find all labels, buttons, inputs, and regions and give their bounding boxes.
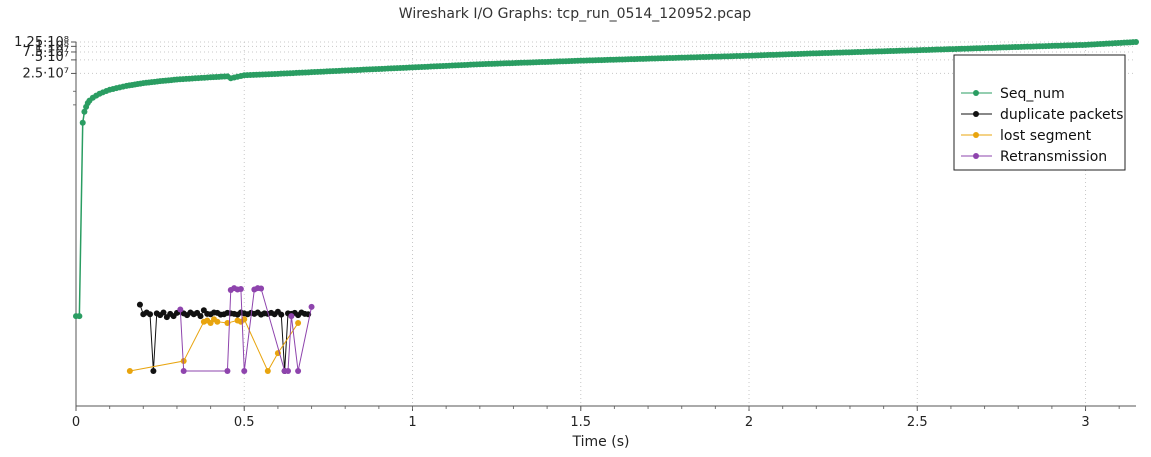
series-line xyxy=(179,287,313,372)
y-tick-label: 7.5·10⁷ xyxy=(22,45,69,60)
data-point xyxy=(237,286,244,293)
series-duplicate-packets xyxy=(136,301,312,375)
data-point xyxy=(180,368,187,375)
x-tick-label: 0 xyxy=(72,415,80,430)
data-point xyxy=(264,368,271,375)
legend-entry: duplicate packets xyxy=(961,107,1123,123)
data-point xyxy=(308,303,315,310)
data-point xyxy=(214,318,221,325)
data-point xyxy=(285,368,291,375)
data-point xyxy=(79,119,86,126)
data-point xyxy=(126,368,133,375)
data-point xyxy=(136,301,143,308)
x-tick-label: 2.5 xyxy=(907,415,928,430)
data-point xyxy=(224,368,231,375)
x-tick-label: 2 xyxy=(745,415,753,430)
legend-box xyxy=(953,54,1126,171)
legend-swatch-marker xyxy=(973,111,979,117)
data-point xyxy=(197,313,204,320)
series-seq-num xyxy=(73,39,1139,320)
data-point xyxy=(160,309,167,316)
legend-entry: lost segment xyxy=(961,128,1092,144)
x-tick-label: 1 xyxy=(408,415,416,430)
y-tick-label: 2.5·10⁷ xyxy=(22,66,69,81)
axes: 0 0.5 1 1.5 2 2.5 3 1.25·10⁸1·10⁸7.5·10⁷5·10⁷2.… xyxy=(14,35,1136,430)
x-tick-label: 0.5 xyxy=(234,415,255,430)
data-point xyxy=(278,311,285,318)
series-retransmission xyxy=(177,285,315,375)
y-tick-label: 1·10⁸ xyxy=(35,39,69,54)
x-axis-label: Time (s) xyxy=(572,434,630,450)
data-point xyxy=(258,285,265,292)
data-point xyxy=(81,108,88,115)
legend-swatch-marker xyxy=(973,153,979,159)
legend-entry: Retransmission xyxy=(961,149,1107,165)
legend: Seq_num duplicate packets lost segment Retr… xyxy=(953,54,1126,171)
data-point xyxy=(150,368,157,375)
data-point xyxy=(241,368,248,375)
data-point xyxy=(147,311,154,318)
data-point xyxy=(180,358,187,365)
data-point xyxy=(295,320,302,327)
legend-label: Retransmission xyxy=(1000,149,1107,165)
x-tick-label: 3 xyxy=(1081,415,1089,430)
chart-title: Wireshark I/O Graphs: tcp_run_0514_12095… xyxy=(399,6,752,22)
data-point xyxy=(295,368,302,375)
x-tick-label: 1.5 xyxy=(570,415,591,430)
legend-label: lost segment xyxy=(1000,128,1092,144)
y-tick-label: 5·10⁷ xyxy=(35,50,69,65)
legend-label: duplicate packets xyxy=(1000,107,1123,123)
legend-swatch-marker xyxy=(973,90,979,96)
data-series xyxy=(73,39,1139,375)
data-point xyxy=(288,313,295,320)
data-point xyxy=(177,306,184,313)
legend-entry: Seq_num xyxy=(961,86,1065,102)
data-point xyxy=(76,313,83,320)
y-tick-label: 1.25·10⁸ xyxy=(14,35,69,50)
legend-swatch-marker xyxy=(973,132,979,138)
legend-label: Seq_num xyxy=(1000,86,1065,102)
data-point xyxy=(1133,39,1139,45)
data-point xyxy=(241,316,248,323)
